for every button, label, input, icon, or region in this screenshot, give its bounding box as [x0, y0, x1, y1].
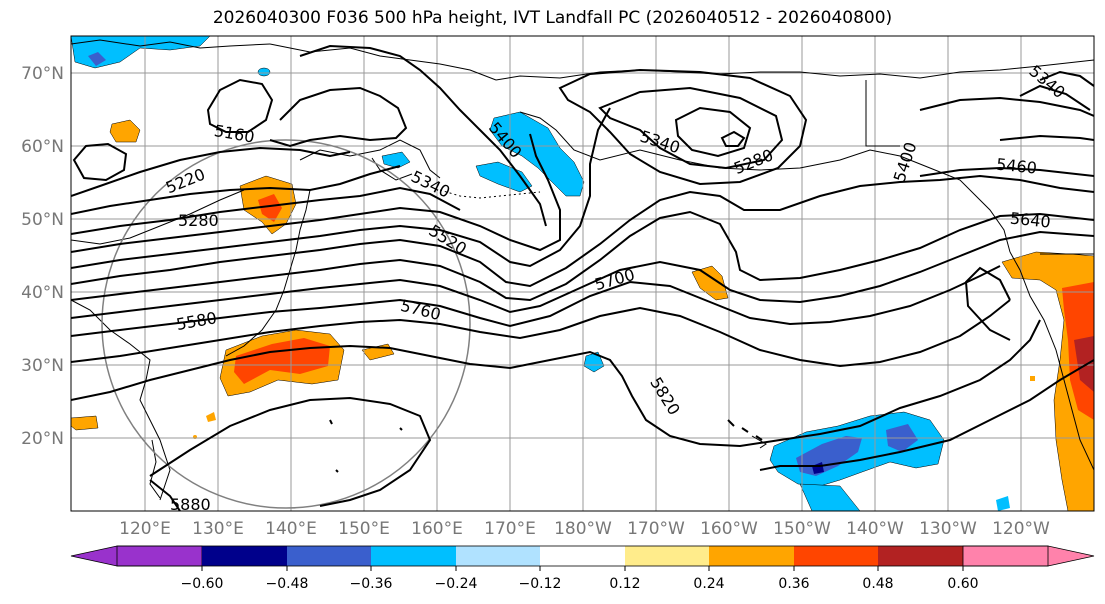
contour-label: 5340 — [408, 167, 453, 202]
colorbar-swatch — [878, 546, 963, 566]
map-title: 2026040300 F036 500 hPa height, IVT Land… — [212, 8, 893, 28]
height-contours — [71, 44, 1094, 511]
colorbar-swatch — [456, 546, 540, 566]
colorbar-tick-label: 0.12 — [609, 576, 640, 592]
colorbar-swatch — [287, 546, 371, 566]
colorbar-tick-label: −0.12 — [519, 576, 562, 592]
ivt-positive-core — [234, 338, 330, 384]
lon-label: 180°W — [554, 519, 612, 539]
lon-label: 120°E — [119, 519, 171, 539]
colorbar-swatch — [540, 546, 625, 566]
ivt-positive-area — [691, 265, 729, 301]
lon-label: 160°E — [411, 519, 463, 539]
colorbar: −0.60 −0.48 −0.36 −0.24 −0.12 0.12 0.24 … — [70, 545, 1095, 592]
lat-label: 40°N — [21, 283, 64, 303]
contour-label: 5340 — [638, 127, 683, 158]
colorbar-tick-label: −0.24 — [435, 576, 478, 592]
contour-label: 5580 — [175, 308, 218, 334]
colorbar-swatch — [371, 546, 456, 566]
contour-label: 5880 — [170, 495, 211, 514]
contour-label: 5160 — [213, 121, 256, 147]
colorbar-swatch — [70, 545, 203, 567]
lat-label: 60°N — [21, 137, 64, 157]
lat-label: 50°N — [21, 210, 64, 230]
colorbar-swatch — [962, 545, 1095, 567]
colorbar-swatch — [202, 546, 287, 566]
coastlines — [71, 39, 1094, 501]
lon-label: 130°E — [192, 519, 244, 539]
colorbar-tick-label: 0.48 — [862, 576, 893, 592]
colorbar-tick-label: 0.36 — [778, 576, 809, 592]
lat-label: 70°N — [21, 64, 64, 84]
colorbar-tick-label: 0.60 — [947, 576, 978, 592]
lon-label: 140°E — [265, 519, 317, 539]
ivt-negative-core — [88, 52, 106, 66]
lon-label: 170°E — [484, 519, 536, 539]
lon-label: 150°E — [338, 519, 390, 539]
colorbar-tick-label: −0.36 — [350, 576, 393, 592]
lon-label: 150°W — [773, 519, 831, 539]
colorbar-swatch — [794, 546, 878, 566]
colorbar-tick-label: −0.60 — [181, 576, 224, 592]
lon-label: 120°W — [992, 519, 1050, 539]
ivt-negative-area — [381, 151, 411, 169]
reference-circle — [101, 139, 471, 509]
contour-label: 5340 — [1025, 61, 1068, 102]
ivt-negative-area — [489, 111, 585, 197]
contour-label: 5700 — [592, 265, 636, 294]
ivt-positive-core — [258, 194, 282, 222]
contour-label: 5280 — [178, 211, 219, 230]
lon-label: 140°W — [846, 519, 904, 539]
ivt-positive-area — [109, 119, 141, 143]
colorbar-tick-label: −0.48 — [266, 576, 309, 592]
lat-label: 20°N — [21, 429, 64, 449]
lon-label: 160°W — [700, 519, 758, 539]
contour-label: 5640 — [1009, 209, 1051, 232]
colorbar-tick-label: 0.24 — [693, 576, 724, 592]
longitude-axis: 120°E 130°E 140°E 150°E 160°E 170°E 180°… — [119, 519, 1050, 539]
lat-label: 30°N — [21, 356, 64, 376]
map-frame — [70, 35, 1095, 512]
latitude-axis: 70°N 60°N 50°N 40°N 30°N 20°N — [21, 64, 64, 449]
colorbar-swatch — [625, 546, 709, 566]
contour-label: 5460 — [995, 155, 1037, 178]
lon-label: 130°W — [919, 519, 977, 539]
contour-label: 5520 — [425, 221, 470, 259]
colorbar-swatch — [709, 546, 794, 566]
lon-label: 170°W — [627, 519, 685, 539]
contour-label: 5820 — [646, 374, 684, 419]
ivt-negative-area — [475, 161, 533, 193]
